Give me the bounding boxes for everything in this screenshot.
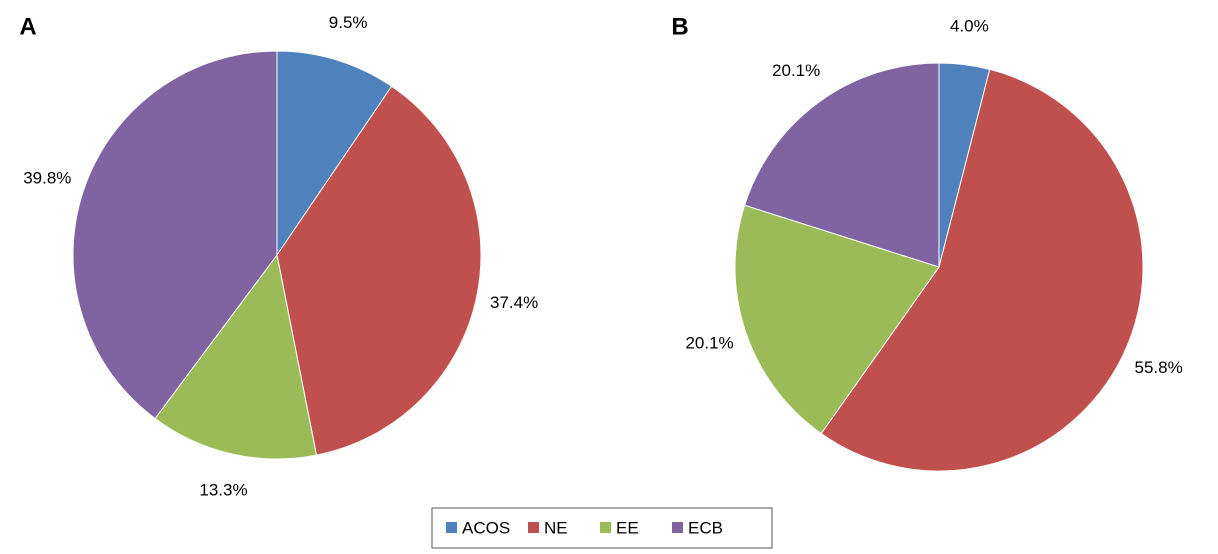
legend-swatch [600,522,611,533]
legend-label: ECB [688,518,723,537]
legend-label: NE [544,518,568,537]
pie-slice [743,62,940,268]
pie-slice [72,50,278,420]
legend-swatch [446,522,457,533]
panel-label: A [19,13,36,40]
pie-slice [820,68,1144,472]
pie-slice [276,85,482,456]
data-label: 9.5% [329,13,368,32]
pie-slice [734,204,940,435]
pie-slice [276,50,393,257]
legend-swatch [672,522,683,533]
panel-label: B [671,13,688,40]
data-label: 55.8% [1135,358,1183,377]
legend-swatch [528,522,539,533]
data-label: 20.1% [685,333,733,352]
legend-label: EE [616,518,639,537]
legend-label: ACOS [462,518,510,537]
data-label: 20.1% [772,61,820,80]
pie-slice [154,253,318,460]
data-label: 13.3% [199,480,247,499]
data-label: 4.0% [950,16,989,35]
data-label: 37.4% [490,293,538,312]
data-label: 39.8% [23,168,71,187]
